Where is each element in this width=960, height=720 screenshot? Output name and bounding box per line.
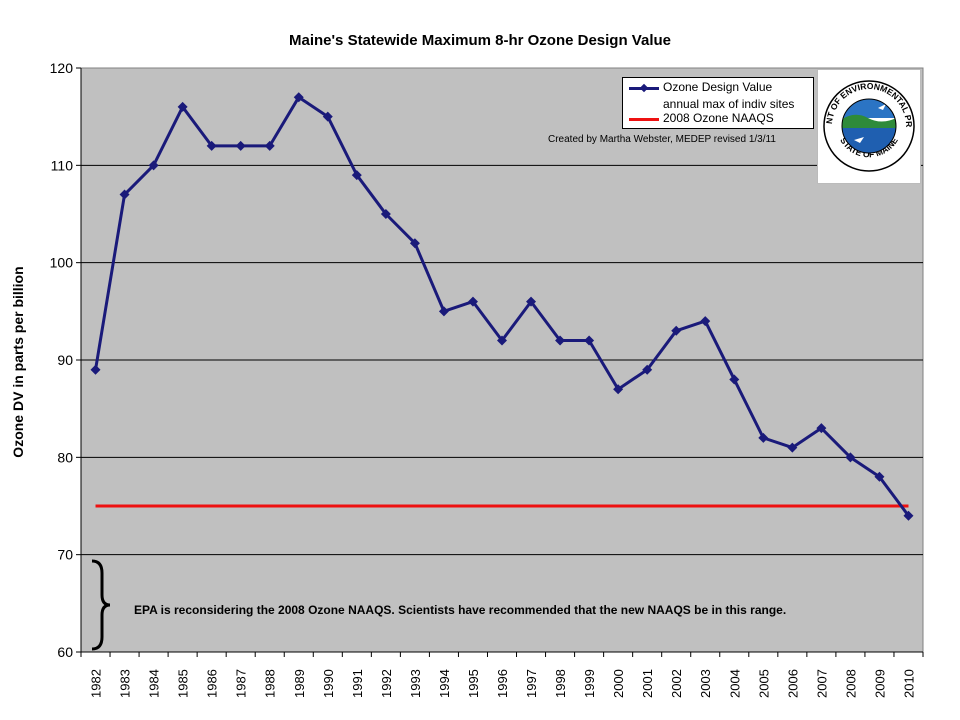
credit-annotation: Created by Martha Webster, MEDEP revised… <box>548 134 776 145</box>
x-tick-label: 2009 <box>872 669 887 698</box>
data-point <box>119 189 130 200</box>
data-point <box>438 306 449 317</box>
data-point <box>758 432 769 443</box>
data-point <box>497 335 507 346</box>
seal-icon: DEPARTMENT OF ENVIRONMENTAL PROTECTION S… <box>814 62 915 172</box>
x-tick-label: 2007 <box>814 669 829 698</box>
data-point <box>293 92 304 103</box>
data-point <box>206 140 217 151</box>
x-tick-label: 2002 <box>669 669 684 698</box>
legend-label-naaqs: 2008 Ozone NAAQS <box>663 111 774 125</box>
x-tick-label: 1993 <box>408 669 423 698</box>
legend-swatch-naaqs <box>629 118 659 121</box>
legend-sublabel: annual max of indiv sites <box>663 97 795 111</box>
data-point <box>467 296 478 307</box>
x-tick-label: 2003 <box>698 669 713 698</box>
data-point <box>787 442 798 453</box>
x-tick-label: 1984 <box>147 669 162 698</box>
data-point <box>816 423 827 434</box>
legend-label-design-value: Ozone Design Value <box>663 80 773 94</box>
data-point <box>700 316 711 327</box>
series-layer <box>90 92 914 521</box>
data-point <box>322 111 333 122</box>
data-point <box>729 374 740 385</box>
data-point <box>380 209 391 219</box>
x-tick-label: 2005 <box>756 669 771 698</box>
y-tick-label: 120 <box>50 60 74 76</box>
x-tick-label: 1997 <box>524 669 539 698</box>
x-tick-label: 1998 <box>553 669 568 698</box>
x-tick-label: 1995 <box>466 669 481 698</box>
y-tick-label: 90 <box>57 352 73 368</box>
data-point <box>264 140 275 151</box>
x-tick-label: 2000 <box>611 669 626 698</box>
x-tick-label: 1989 <box>292 669 307 698</box>
x-tick-label: 1991 <box>350 669 365 698</box>
y-axis-ticks: 60 70 80 90 100 110 120 <box>50 60 923 660</box>
y-tick-label: 60 <box>57 644 73 660</box>
gridlines <box>81 164 923 556</box>
data-point <box>409 238 420 249</box>
x-tick-label: 1992 <box>379 669 394 698</box>
x-tick-label: 1983 <box>118 669 133 698</box>
x-tick-label: 2006 <box>785 669 800 698</box>
data-point <box>555 335 566 346</box>
x-tick-label: 1994 <box>437 669 452 698</box>
x-tick-label: 1985 <box>176 669 191 698</box>
x-tick-label: 1996 <box>495 669 510 698</box>
x-tick-label: 2008 <box>843 669 858 698</box>
legend-marker-design-value <box>639 83 649 93</box>
data-point <box>177 101 188 112</box>
data-point <box>148 160 159 171</box>
data-point <box>874 471 885 482</box>
y-tick-label: 70 <box>57 547 73 563</box>
x-tick-label: 1988 <box>263 669 278 698</box>
x-axis-ticks: 1982 1983 1984 1985 1986 1987 1988 1989 1990 1991… <box>80 652 924 698</box>
x-tick-label: 1986 <box>205 669 220 698</box>
y-tick-label: 100 <box>50 255 74 271</box>
data-point <box>642 364 653 375</box>
data-point <box>235 140 246 151</box>
data-point <box>351 170 362 181</box>
data-point <box>584 335 595 346</box>
y-axis-label: Ozone DV in parts per billion <box>10 266 26 458</box>
y-tick-label: 110 <box>51 157 74 173</box>
data-point <box>90 364 101 375</box>
x-tick-label: 2010 <box>901 669 916 698</box>
x-tick-label: 1987 <box>234 669 249 698</box>
y-tick-label: 80 <box>57 449 73 465</box>
data-point <box>671 325 682 336</box>
x-tick-label: 1990 <box>321 669 336 698</box>
legend: Ozone Design Value annual max of indiv s… <box>622 77 814 129</box>
x-tick-label: 2001 <box>640 669 655 698</box>
x-tick-label: 1982 <box>89 669 104 698</box>
x-tick-label: 1999 <box>582 669 597 698</box>
data-point <box>845 452 856 463</box>
data-point <box>903 510 914 521</box>
maine-dep-logo: DEPARTMENT OF ENVIRONMENTAL PROTECTION S… <box>814 62 921 184</box>
range-brace <box>91 559 111 651</box>
data-point <box>613 384 624 395</box>
naaqs-range-note: EPA is reconsidering the 2008 Ozone NAAQ… <box>134 603 787 617</box>
x-tick-label: 2004 <box>727 669 742 698</box>
data-point <box>526 296 537 307</box>
chart-title: Maine's Statewide Maximum 8-hr Ozone Des… <box>288 32 671 49</box>
